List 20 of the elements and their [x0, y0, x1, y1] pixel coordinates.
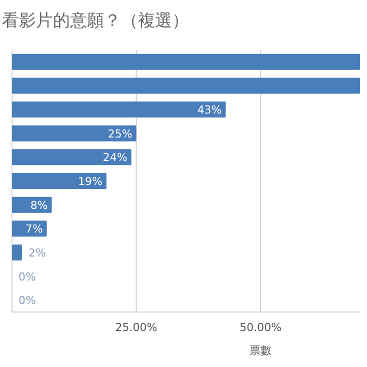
x-tick-label: 25.00% [115, 321, 158, 334]
bar [12, 244, 22, 260]
data-label: 0% [18, 270, 36, 284]
bar [12, 173, 106, 189]
bar [12, 125, 136, 142]
bar [12, 149, 132, 166]
bar [12, 78, 360, 94]
bar [12, 102, 226, 118]
data-label: 2% [28, 246, 46, 260]
data-label: 43% [197, 104, 222, 117]
x-tick-label: 50.00% [240, 321, 282, 334]
data-label: 25% [108, 127, 132, 140]
data-label: 19% [78, 175, 102, 188]
x-axis-title: 票數 [250, 344, 272, 357]
data-label: 8% [30, 198, 48, 212]
data-label: 7% [25, 222, 43, 236]
title: 看影片的意願？（複選） [2, 11, 189, 31]
bar [12, 54, 360, 70]
data-label: 0% [18, 294, 36, 308]
data-label: 24% [102, 151, 128, 164]
